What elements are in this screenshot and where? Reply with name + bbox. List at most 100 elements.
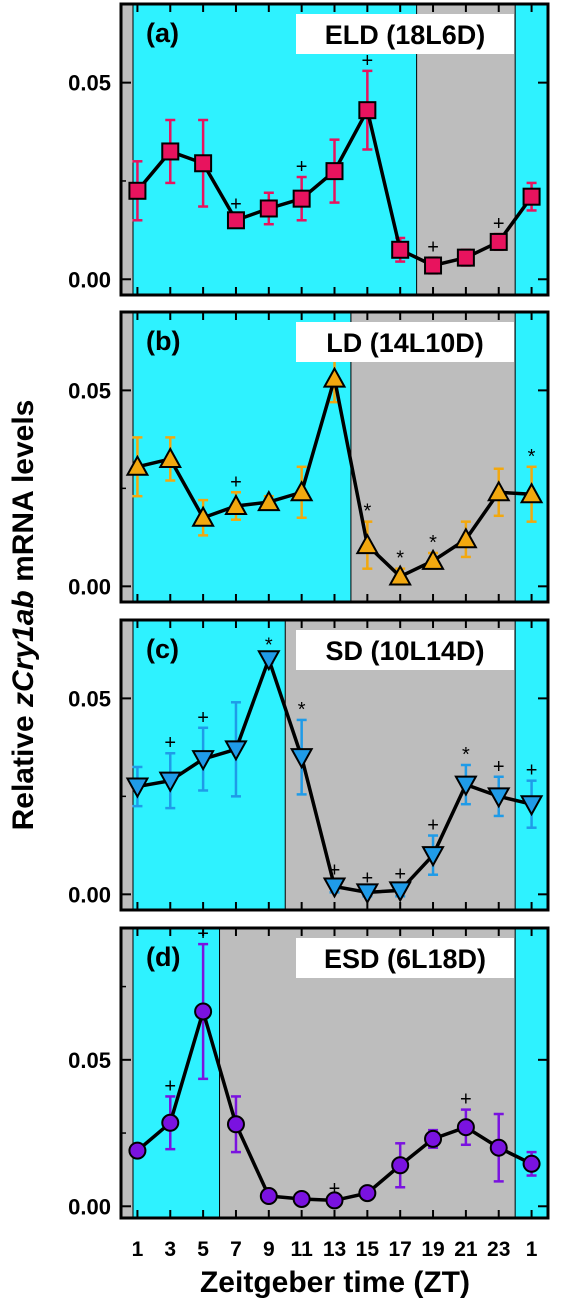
significance-mark: * (363, 501, 371, 523)
significance-mark: + (329, 1178, 341, 1200)
significance-mark: + (230, 471, 242, 493)
significance-mark: * (396, 548, 404, 570)
data-point (194, 1002, 213, 1021)
x-tick-label: 9 (263, 1238, 275, 1261)
y-axis-title-suffix: mRNA levels (7, 400, 40, 591)
y-axis-title-prefix: Relative (7, 707, 40, 830)
x-tick-label: 5 (197, 1238, 209, 1261)
significance-mark: + (493, 756, 505, 778)
x-tick-label: 19 (421, 1238, 444, 1261)
data-point (358, 101, 377, 120)
panel-title-box (296, 322, 514, 362)
data-point (191, 505, 215, 527)
x-tick-label: 15 (356, 1238, 380, 1261)
dark-edge-band (121, 4, 133, 295)
data-point (519, 795, 544, 817)
x-tick-label: 17 (389, 1238, 412, 1261)
panel-d: 0.000.051 3 5 7 9 11 13 15 17 19 21 23 1++++(d) ESD (… (68, 923, 550, 1261)
data-point (125, 454, 150, 476)
x-tick-label: 11 (291, 1238, 314, 1261)
panel-title: ELD (18L6D) (325, 20, 486, 50)
data-point (128, 181, 147, 200)
data-point (289, 748, 314, 770)
x-axis-title: Zeitgeber time (ZT) (200, 1266, 470, 1299)
data-point (257, 650, 281, 672)
data-point (191, 750, 215, 772)
data-point (257, 490, 281, 512)
x-tick-label: 13 (323, 1238, 346, 1261)
panel-title: ESD (6L18D) (324, 944, 486, 974)
y-tick-label: 0.05 (68, 1048, 111, 1073)
data-point (487, 787, 511, 809)
data-point (388, 881, 412, 903)
data-point (226, 211, 245, 230)
significance-mark: + (427, 237, 439, 259)
data-point (454, 775, 478, 797)
significance-mark: * (429, 532, 437, 554)
data-point (487, 480, 511, 502)
data-point (161, 142, 180, 161)
panel-title-box (296, 14, 514, 54)
data-point (194, 154, 213, 173)
data-point (292, 1189, 311, 1208)
significance-mark: + (329, 860, 341, 882)
x-tick-label: 3 (164, 1238, 176, 1261)
data-point (489, 1138, 508, 1157)
data-point (388, 564, 412, 586)
y-tick-label: 0.00 (68, 882, 111, 907)
data-point (391, 240, 410, 259)
significance-mark: + (197, 923, 209, 945)
y-axis-title: Relative zCry1ab mRNA levels (7, 400, 40, 831)
y-tick-label: 0.05 (68, 686, 111, 711)
y-tick-label: 0.00 (68, 267, 111, 292)
x-tick-label: 23 (487, 1238, 510, 1261)
data-point (322, 877, 347, 899)
dark-edge-band (121, 928, 133, 1218)
data-point (259, 199, 278, 218)
significance-mark: + (164, 732, 176, 754)
significance-mark: * (528, 446, 536, 468)
significance-mark: * (462, 744, 470, 766)
x-tick-label: 1 (132, 1238, 144, 1261)
dark-edge-band (121, 620, 133, 910)
data-point (522, 1154, 541, 1173)
panel-frame (119, 618, 550, 912)
light-phase-band (515, 312, 548, 602)
data-point (161, 1113, 180, 1132)
data-point (158, 771, 182, 793)
significance-mark: * (265, 634, 273, 656)
data-point (522, 187, 541, 206)
data-point (355, 883, 380, 905)
panel-frame (119, 310, 550, 604)
panel-label: (b) (146, 326, 180, 356)
light-phase-band (515, 620, 548, 910)
data-point (322, 366, 347, 388)
data-point (421, 846, 445, 868)
panel-title-box (296, 938, 514, 978)
significance-mark: + (197, 707, 209, 729)
data-point (325, 162, 344, 181)
data-point (358, 1184, 377, 1203)
x-tick-label: 1 (526, 1238, 538, 1261)
panel-frame (119, 2, 550, 297)
data-point (128, 1141, 147, 1160)
data-point (355, 533, 380, 555)
panel-label: (c) (146, 634, 179, 664)
data-point (456, 1118, 475, 1137)
panel-b: 0.000.05+*****(b)LD (14L10D) (68, 310, 550, 604)
panel-label: (d) (146, 942, 180, 972)
data-point (424, 256, 443, 275)
data-point (325, 1191, 344, 1210)
data-point (125, 777, 150, 799)
panel-title-box (296, 630, 514, 670)
significance-mark: + (230, 193, 242, 215)
panel-title: SD (10L14D) (325, 636, 484, 666)
panel-title: LD (14L10D) (326, 328, 484, 358)
significance-mark: + (427, 815, 439, 837)
data-point (158, 446, 182, 468)
data-point (224, 493, 248, 515)
data-point (391, 1156, 410, 1175)
y-axis-title-gene: zCry1ab (7, 590, 40, 708)
significance-mark: + (394, 864, 406, 886)
